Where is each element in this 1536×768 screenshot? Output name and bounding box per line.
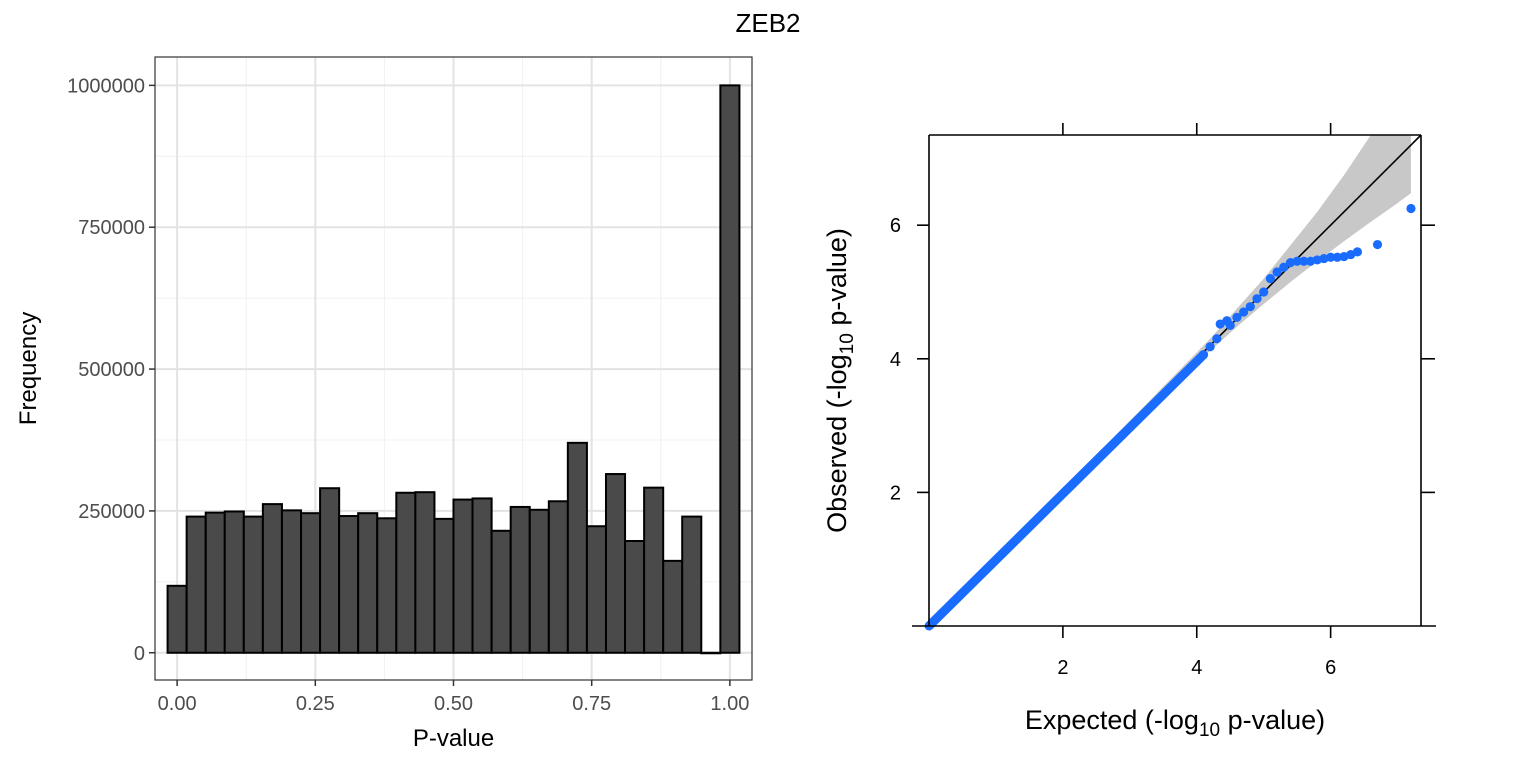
histogram-bar: [204, 511, 226, 654]
histogram-x-tick-label: 1.00: [710, 693, 749, 715]
qq-point: [1332, 252, 1342, 262]
histogram-bar: [300, 512, 322, 654]
histogram-bar: [547, 500, 569, 654]
histogram-bar: [700, 651, 722, 655]
histogram-bar: [280, 509, 303, 654]
qq-point: [1265, 274, 1275, 284]
qq-points: [924, 203, 1416, 631]
qq-point: [1326, 252, 1336, 262]
histogram-y-tick-label: 500000: [78, 359, 145, 381]
qq-y-ticks: 2 4 6: [890, 215, 1435, 504]
histogram-bar: [509, 505, 531, 654]
qq-frame: [912, 134, 1436, 627]
qq-point: [1292, 256, 1302, 266]
qq-x-axis-label-main: Expected (-log: [1025, 705, 1199, 735]
histogram-bar: [357, 512, 379, 654]
histogram-bar: [643, 486, 665, 654]
qq-y-tick-label: 6: [890, 215, 901, 237]
qq-point: [1259, 287, 1269, 297]
histogram-x-tick-label: 0.50: [434, 693, 473, 715]
qq-y-axis-label-tail: p-value): [822, 228, 852, 333]
histogram-x-axis-label: P-value: [413, 725, 494, 752]
histogram-y-tick-label: 1000000: [67, 75, 145, 97]
qq-y-tick-label: 2: [890, 482, 901, 504]
qq-point: [1225, 320, 1235, 330]
qq-y-axis-label: Observed (-log10 p-value): [822, 228, 858, 533]
qq-points-dense-trend: [924, 350, 1208, 631]
qq-point: [1406, 203, 1416, 214]
qq-point: [1239, 307, 1249, 317]
qq-x-axis-label-subscript: 10: [1199, 720, 1220, 741]
histogram-bar: [528, 508, 550, 654]
histogram-bar: [471, 497, 493, 654]
histogram-y-tick-label: 750000: [78, 217, 145, 239]
histogram-bar: [338, 515, 360, 654]
histogram-bar: [395, 491, 417, 654]
qq-point: [1205, 342, 1215, 352]
histogram-bar: [242, 515, 264, 654]
qq-y-axis-label-subscript: 10: [837, 333, 858, 354]
histogram-bar: [585, 525, 607, 654]
histogram-bar: [624, 539, 646, 654]
histogram-x-tick-label: 0.25: [296, 693, 335, 715]
histogram-bar: [185, 515, 207, 654]
histogram-bar: [566, 441, 588, 654]
qq-x-ticks: 2 4 6: [1057, 123, 1336, 679]
histogram-bars: [166, 84, 741, 655]
histogram-bar: [376, 517, 398, 654]
qq-point: [1245, 302, 1255, 312]
histogram-y-axis-label: Frequency: [15, 312, 42, 425]
histogram-y-tick-label: 250000: [78, 501, 145, 523]
qq-point: [1299, 256, 1309, 266]
histogram-bar: [433, 517, 455, 654]
histogram-y-ticks: 0 250000 500000 750000 1000000: [67, 75, 155, 665]
figure-title: ZEB2: [735, 8, 800, 38]
qq-y-axis-label-main: Observed (-log: [822, 354, 852, 533]
histogram-panel: 0.00 0.25 0.50 0.75 1.00 0 250000 500000 750000…: [15, 56, 753, 752]
qq-point: [1272, 267, 1282, 277]
histogram-bar: [604, 473, 627, 654]
qq-x-axis-label: Expected (-log10 p-value): [1025, 705, 1325, 741]
qq-y-tick-label: 4: [890, 349, 901, 371]
qq-x-tick-label: 6: [1325, 657, 1336, 679]
histogram-bar: [261, 503, 283, 654]
histogram-x-tick-label: 0.00: [158, 693, 197, 715]
histogram-bar: [681, 515, 703, 654]
histogram-bar: [490, 529, 512, 654]
histogram-bar: [319, 487, 341, 654]
qq-x-axis-label-tail: p-value): [1220, 705, 1325, 735]
histogram-x-tick-label: 0.75: [572, 693, 611, 715]
histogram-y-tick-label: 0: [134, 643, 145, 665]
histogram-bar: [452, 498, 474, 654]
histogram-bar: [662, 559, 684, 654]
qq-point: [1279, 262, 1289, 272]
qq-point: [1198, 350, 1209, 360]
qq-point: [1372, 239, 1383, 250]
histogram-bar: [223, 510, 245, 654]
qq-point: [1352, 247, 1363, 257]
qq-x-tick-label: 2: [1057, 657, 1068, 679]
qq-point: [1252, 294, 1262, 304]
histogram-bar: [166, 584, 188, 654]
qq-x-tick-label: 4: [1191, 657, 1202, 679]
histogram-bar: [719, 84, 741, 654]
histogram-bar: [414, 491, 436, 654]
qq-point: [1212, 334, 1222, 344]
qq-point: [1232, 312, 1242, 322]
histogram-x-ticks: 0.00 0.25 0.50 0.75 1.00: [158, 680, 749, 715]
